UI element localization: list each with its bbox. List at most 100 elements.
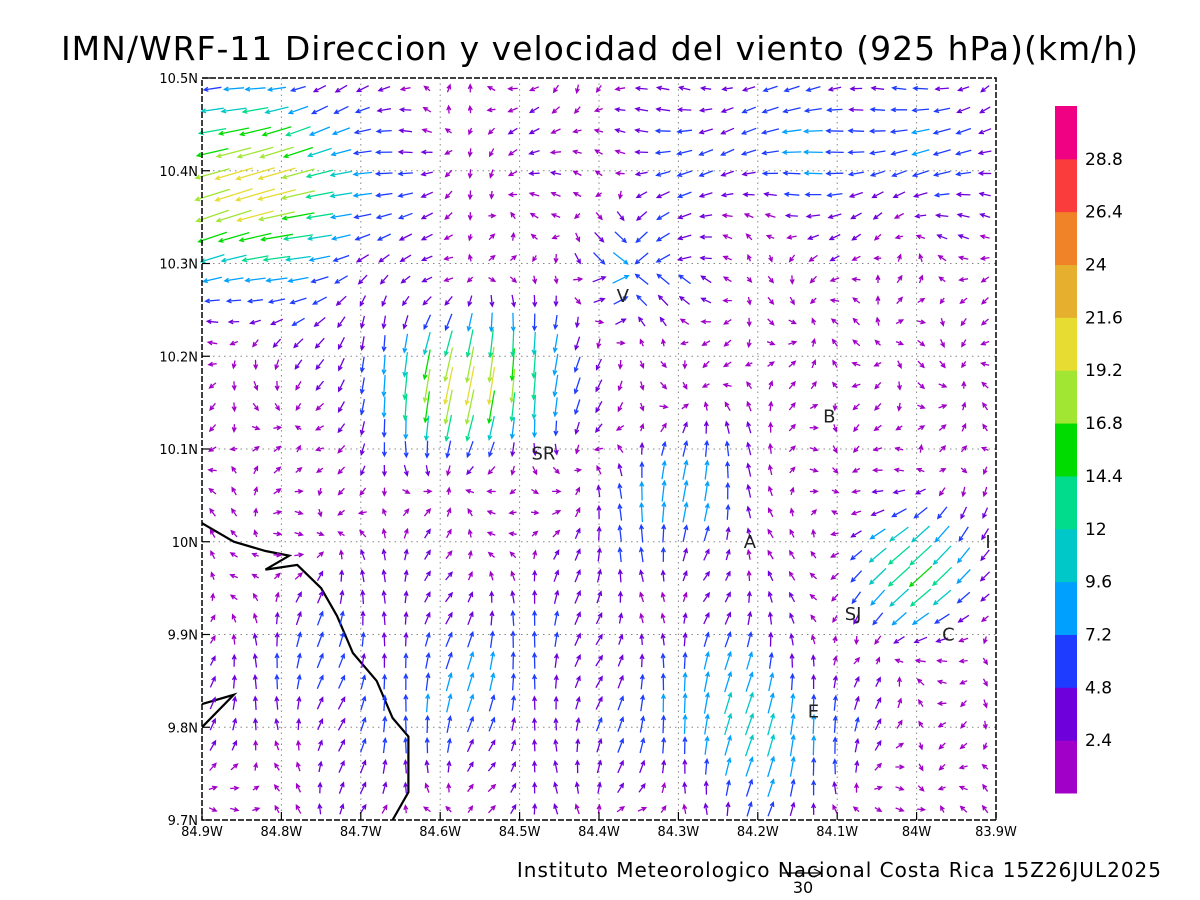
wind-vector: [913, 636, 928, 644]
wind-vector: [887, 545, 911, 565]
wind-vector: [661, 479, 667, 502]
wind-vector: [852, 403, 860, 411]
wind-vector: [446, 486, 452, 495]
wind-vector: [682, 360, 688, 370]
wind-vector: [955, 127, 972, 135]
wind-vector: [830, 572, 840, 580]
reference-vector-label: 30: [793, 878, 813, 897]
wind-vector: [938, 487, 946, 497]
wind-vector: [959, 297, 968, 305]
wind-vector: [873, 424, 882, 432]
wind-vector: [488, 804, 496, 814]
wind-vector: [893, 467, 905, 473]
wind-vector: [252, 612, 258, 624]
wind-vector: [937, 722, 947, 728]
wind-vector: [217, 231, 250, 243]
wind-vector: [897, 360, 902, 370]
wind-vector: [422, 368, 431, 404]
wind-vector: [704, 480, 710, 501]
wind-vector: [509, 254, 518, 261]
wind-vector: [487, 415, 495, 441]
wind-vector: [360, 674, 367, 689]
wind-vector: [230, 529, 238, 538]
wind-vector: [887, 566, 911, 587]
wind-vector: [553, 695, 559, 710]
wind-vector: [809, 488, 819, 494]
wind-vector: [282, 146, 314, 159]
wind-vector: [446, 83, 452, 93]
wind-vector: [551, 106, 561, 114]
wind-vector: [359, 529, 367, 538]
wind-vector: [741, 171, 756, 177]
wind-vector: [360, 589, 366, 604]
wind-vector: [740, 149, 757, 156]
wind-vector: [979, 106, 991, 114]
wind-vector: [229, 573, 238, 579]
wind-vector: [381, 631, 387, 647]
wind-vector: [338, 781, 345, 794]
wind-vector: [294, 552, 305, 558]
wind-vector: [981, 528, 990, 541]
wind-vector: [896, 296, 904, 305]
wind-vector: [889, 588, 910, 607]
wind-vector: [553, 781, 559, 794]
wind-vector: [531, 371, 537, 401]
wind-vector: [402, 489, 411, 494]
wind-vector: [274, 631, 280, 647]
wind-vector: [853, 424, 860, 433]
wind-vector: [679, 318, 690, 325]
wind-vector: [617, 524, 623, 542]
wind-vector: [443, 255, 454, 261]
wind-vector: [424, 591, 431, 603]
wind-vector: [403, 759, 409, 774]
wind-vector: [980, 361, 990, 367]
wind-vector: [510, 211, 516, 220]
wind-vector: [359, 315, 366, 330]
wind-vector: [959, 805, 968, 813]
wind-vector: [382, 781, 388, 794]
wind-vector: [359, 377, 365, 395]
wind-vector: [575, 717, 581, 731]
wind-vector: [827, 86, 842, 92]
wind-vector: [895, 340, 905, 346]
wind-vector: [316, 531, 325, 537]
wind-vector: [489, 610, 495, 626]
wind-vector: [960, 700, 967, 708]
wind-vector: [593, 446, 604, 452]
wind-vector: [274, 717, 280, 731]
wind-vector: [851, 255, 861, 261]
wind-vector: [420, 212, 434, 220]
wind-vector: [264, 106, 289, 115]
wind-vector: [329, 170, 353, 178]
wind-vector: [596, 590, 603, 604]
wind-vector: [788, 402, 796, 411]
wind-vector: [720, 107, 734, 113]
wind-vector: [360, 695, 367, 711]
wind-vector: [574, 467, 583, 473]
wind-vector: [402, 352, 409, 378]
wind-vector: [960, 506, 968, 520]
wind-vector: [532, 651, 538, 669]
wind-vector: [374, 171, 393, 177]
wind-vector: [720, 192, 734, 198]
wind-vector: [273, 784, 281, 792]
wind-vector: [316, 696, 324, 710]
wind-vector: [617, 737, 625, 753]
wind-vector: [743, 213, 754, 219]
wind-vector: [654, 128, 671, 134]
wind-vector: [244, 277, 266, 283]
wind-vector: [425, 465, 431, 477]
wind-vector: [918, 274, 924, 284]
wind-vector: [874, 807, 883, 812]
wind-vector: [572, 128, 582, 134]
wind-vector: [509, 276, 518, 284]
wind-vector: [464, 389, 475, 426]
wind-vector: [273, 466, 282, 474]
wind-vector: [508, 531, 517, 537]
wind-vector: [316, 674, 324, 689]
wind-vector: [932, 566, 953, 587]
wind-vector: [617, 402, 624, 413]
wind-vector: [296, 673, 302, 690]
wind-vector: [403, 652, 409, 669]
wind-vector: [488, 254, 496, 262]
